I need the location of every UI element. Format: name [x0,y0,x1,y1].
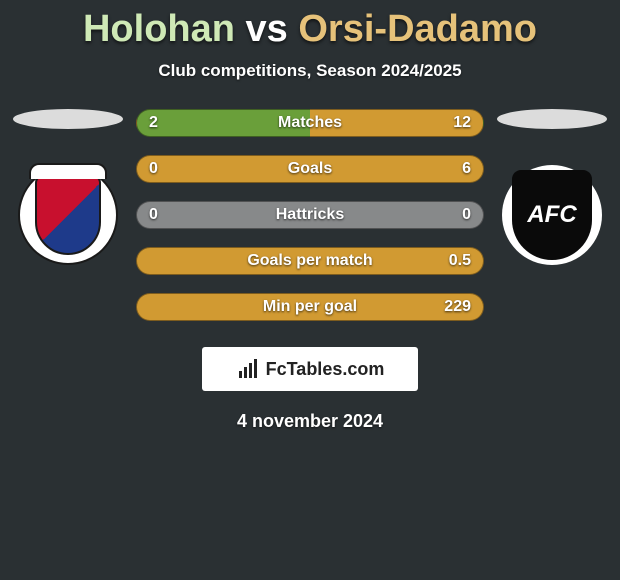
shield-icon: AFC [512,170,592,260]
stat-row: 0Hattricks0 [136,201,484,229]
stats-rows: 2Matches120Goals60Hattricks0Goals per ma… [136,109,484,321]
main-layout: 2Matches120Goals60Hattricks0Goals per ma… [0,109,620,321]
stat-right-value: 6 [462,160,471,178]
right-column: AFC [492,109,612,265]
stat-right-value: 229 [444,298,471,316]
branding-badge: FcTables.com [202,347,418,391]
date-label: 4 november 2024 [0,411,620,432]
stat-label: Goals per match [137,252,483,270]
branding-text: FcTables.com [266,359,385,380]
stat-label: Matches [137,114,483,132]
player1-name-pill [13,109,123,129]
club-crest-left [18,165,118,265]
subtitle: Club competitions, Season 2024/2025 [0,61,620,81]
left-column [8,109,128,265]
stat-label: Min per goal [137,298,483,316]
stat-right-value: 0 [462,206,471,224]
crest-right-text: AFC [527,201,576,229]
stat-row: 0Goals6 [136,155,484,183]
stat-row: Goals per match0.5 [136,247,484,275]
stat-label: Goals [137,160,483,178]
chart-icon [236,357,260,381]
player2-name-pill [497,109,607,129]
page-title: Holohan vs Orsi-Dadamo [0,0,620,51]
stat-row: 2Matches12 [136,109,484,137]
stat-right-value: 0.5 [449,252,471,270]
stat-label: Hattricks [137,206,483,224]
stat-right-value: 12 [453,114,471,132]
stat-row: Min per goal229 [136,293,484,321]
title-vs: vs [246,8,288,50]
club-crest-right: AFC [502,165,602,265]
shield-icon [35,175,101,255]
title-player1: Holohan [83,8,235,50]
title-player2: Orsi-Dadamo [298,8,537,50]
